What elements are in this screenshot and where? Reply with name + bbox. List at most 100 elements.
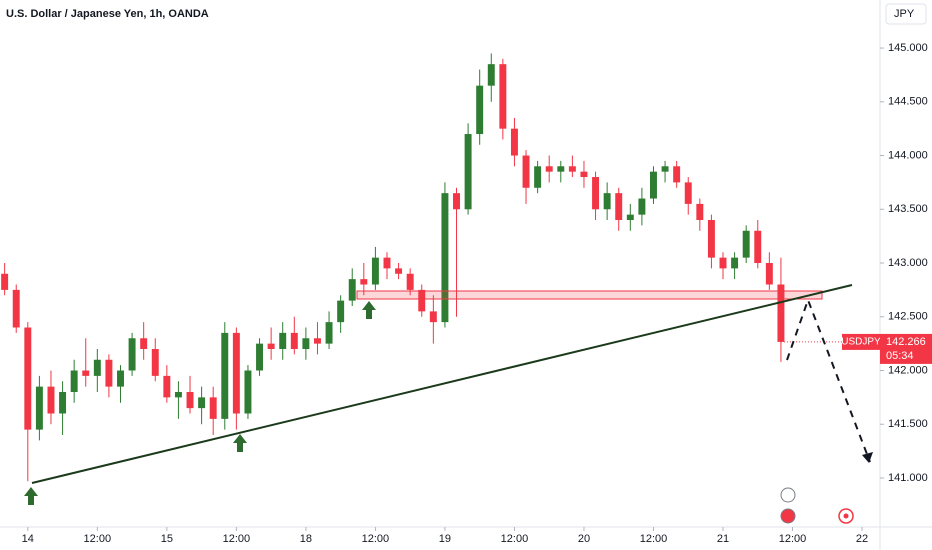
candle-body [163, 375, 171, 398]
candle-body [696, 203, 704, 221]
y-tick-label: 144.500 [888, 96, 928, 108]
candle-body [719, 257, 727, 269]
currency-button[interactable] [885, 3, 927, 25]
candle-body [487, 64, 495, 86]
x-tick-label: 21 [717, 533, 729, 545]
candle-body [418, 289, 426, 312]
symbol-label: USDJPY [841, 337, 881, 348]
candle-body [673, 166, 681, 183]
candle-body [453, 193, 460, 210]
candle-body [626, 214, 634, 221]
candle-body [476, 85, 484, 135]
y-tick-label: 141.500 [888, 418, 928, 430]
event-icon[interactable] [780, 508, 796, 524]
candle-body [650, 171, 657, 199]
y-tick-label: 142.500 [888, 311, 928, 323]
candle-body [24, 327, 32, 430]
candle-body [1, 273, 9, 290]
x-tick-label: 20 [578, 533, 590, 545]
candle-body [105, 359, 113, 387]
candle-body [429, 311, 437, 323]
candle-body [198, 397, 206, 409]
price-tag [880, 333, 932, 364]
x-tick-label: 12:00 [223, 533, 251, 545]
candle-body [522, 155, 530, 188]
candle-body [603, 193, 611, 210]
candle-body [383, 257, 391, 269]
candle-body [59, 391, 67, 414]
candle-body [337, 300, 345, 323]
candle-body [754, 230, 762, 264]
x-tick-label: 14 [22, 533, 34, 545]
x-tick-label: 12:00 [501, 533, 529, 545]
candle-body [592, 177, 600, 210]
candle-body [406, 273, 414, 290]
candle-body [12, 289, 20, 328]
candle-body [348, 279, 356, 301]
price-tag-label: 142.266 [886, 336, 926, 348]
x-tick-label: 15 [161, 533, 173, 545]
candle-body [742, 230, 750, 258]
candle-body [777, 284, 785, 342]
projection-arrowhead [862, 452, 873, 463]
candle-body [151, 349, 159, 376]
candle-body [82, 370, 90, 376]
candle-body [313, 338, 321, 344]
candle-body [174, 391, 182, 398]
candle-body [128, 338, 136, 371]
candle-body [557, 166, 565, 172]
candle-body [47, 386, 55, 414]
candle-body [441, 193, 449, 323]
candle-body [35, 386, 43, 430]
symbol-tag [842, 333, 880, 350]
candle-body [302, 338, 310, 350]
x-tick-label: 18 [300, 533, 312, 545]
candle-body [186, 391, 194, 409]
candle-body [580, 171, 588, 178]
candle-body [360, 279, 368, 285]
candle-body [615, 193, 623, 221]
x-tick-label: 12:00 [362, 533, 390, 545]
up-arrow [362, 301, 376, 319]
candle-body [221, 332, 229, 419]
axes: 141.000 141.500 142.000 142.500 143.000 143.5… [22, 42, 932, 545]
currency-label: JPY [894, 8, 915, 20]
candle-body [371, 257, 379, 285]
y-tick-label: 144.000 [888, 149, 928, 161]
x-tick-label: 12:00 [640, 533, 668, 545]
plot-area [1, 53, 880, 482]
up-arrow [233, 434, 247, 452]
candle-body [70, 370, 78, 392]
candle-body [499, 64, 507, 129]
candle-body [325, 322, 333, 344]
candle-body [395, 268, 403, 274]
support-zone [356, 290, 823, 300]
up-arrow [24, 487, 38, 505]
countdown-label: 05:34 [886, 350, 914, 362]
y-tick-label: 143.000 [888, 257, 928, 269]
candle-body [279, 332, 287, 350]
event-icon[interactable] [780, 487, 796, 503]
candle-body [256, 343, 264, 371]
candle-body [534, 166, 542, 188]
candle-body [684, 182, 692, 204]
candle-body [117, 370, 124, 387]
candle-body [93, 359, 101, 376]
chart-title: U.S. Dollar / Japanese Yen, 1h, OANDA [6, 8, 209, 20]
x-tick-label: 22 [856, 533, 868, 545]
candle-body [568, 166, 576, 172]
x-tick-label: 12:00 [779, 533, 807, 545]
candle-body [464, 134, 472, 210]
trend-line [31, 284, 853, 484]
candle-body [140, 338, 148, 350]
candle-body [232, 332, 240, 414]
candle-body [209, 397, 217, 419]
x-tick-label: 12:00 [84, 533, 112, 545]
candle-body [267, 343, 275, 350]
candle-body [638, 198, 646, 215]
y-tick-label: 145.000 [888, 42, 928, 54]
candle-body [661, 166, 669, 172]
candle-body [244, 370, 252, 414]
